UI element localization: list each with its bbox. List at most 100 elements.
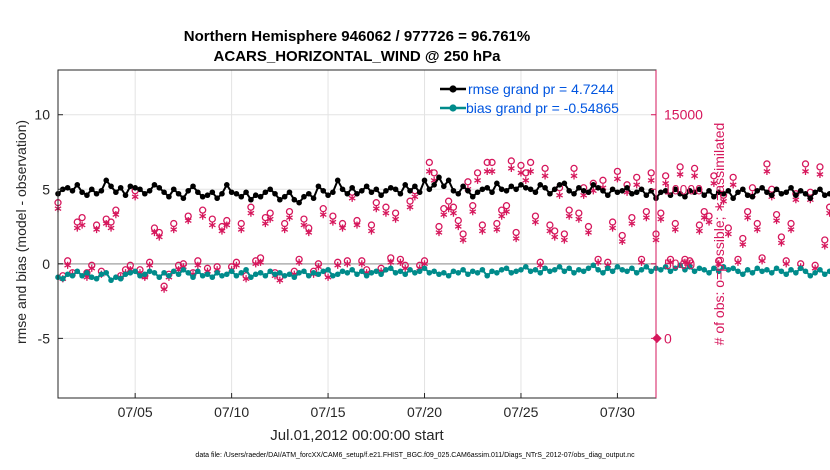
- bias-point: [711, 265, 717, 272]
- rmse-point: [407, 187, 413, 194]
- bias-point: [720, 264, 727, 270]
- rmse-point: [349, 184, 355, 191]
- obs-assimilated-point: [507, 164, 515, 172]
- bias-point: [759, 268, 765, 275]
- y-axis-label-right: # of obs: o=possible; ∗=assimilated: [711, 123, 727, 346]
- obs-possible-point: [425, 158, 433, 167]
- legend-item-bias: bias grand pr = -0.54865: [440, 100, 619, 116]
- bias-point: [219, 272, 225, 279]
- chart-title-line-2: ACARS_HORIZONTAL_WIND @ 250 hPa: [214, 48, 502, 65]
- obs-assimilated-point: [503, 208, 510, 216]
- obs-assimilated-point: [585, 228, 592, 237]
- y-tick-label-right: 0: [664, 330, 672, 346]
- obs-assimilated-point: [782, 260, 790, 268]
- data-file-footer: data file: /Users/raeder/DAI/ATM_forcXX/…: [195, 452, 635, 459]
- obs-assimilated-point: [575, 215, 583, 223]
- rmse-point: [161, 189, 167, 196]
- rmse-point: [778, 190, 785, 197]
- bias-point: [262, 272, 269, 279]
- obs-possible-point: [469, 202, 477, 210]
- rmse-point: [267, 186, 273, 193]
- bias-point: [764, 266, 770, 273]
- rmse-point: [802, 190, 809, 197]
- rmse-point: [547, 190, 553, 197]
- obs-assimilated-point: [512, 234, 520, 243]
- bias-point: [508, 269, 515, 276]
- bias-point: [436, 271, 442, 278]
- obs-assimilated-point: [295, 258, 303, 266]
- obs-assimilated-point: [522, 176, 530, 184]
- rmse-point: [281, 193, 288, 200]
- bias-point: [749, 269, 756, 276]
- bias-point: [498, 266, 505, 273]
- rmse-point: [469, 193, 476, 200]
- rmse-point: [609, 186, 616, 193]
- rmse-point: [556, 182, 563, 188]
- bias-point: [522, 264, 529, 270]
- rmse-point: [252, 192, 259, 199]
- rmse-point: [494, 180, 500, 187]
- bias-point: [170, 268, 177, 275]
- rmse-point: [580, 187, 587, 194]
- obs-assimilated-point: [657, 215, 665, 223]
- bias-point: [619, 266, 626, 273]
- rmse-point: [199, 193, 206, 200]
- bias-point: [484, 272, 491, 279]
- bias-point: [291, 274, 298, 281]
- bias-point: [233, 272, 240, 279]
- bias-point: [735, 268, 741, 275]
- bias-point: [474, 269, 481, 276]
- bias-point: [566, 265, 572, 272]
- obs-assimilated-point: [676, 170, 684, 178]
- obs-possible-point: [170, 219, 178, 228]
- rmse-point: [600, 187, 606, 194]
- rmse-point: [257, 193, 264, 200]
- rmse-point: [214, 195, 220, 202]
- obs-assimilated-point: [261, 219, 269, 228]
- obs-assimilated-point: [541, 172, 549, 180]
- legend-rmse-label: rmse grand pr = 4.7244: [468, 81, 614, 97]
- obs-assimilated-point: [382, 209, 390, 217]
- bias-point: [609, 268, 616, 275]
- rmse-point: [84, 192, 90, 199]
- obs-assimilated-point: [633, 181, 641, 189]
- obs-assimilated-point: [445, 205, 453, 213]
- obs-possible-point: [743, 207, 752, 216]
- rmse-point: [64, 184, 71, 191]
- rmse-point: [354, 190, 360, 197]
- obs-assimilated-point: [411, 193, 419, 201]
- bias-point: [571, 269, 577, 276]
- rmse-point: [392, 186, 399, 193]
- obs-possible-point: [565, 206, 573, 214]
- rmse-point: [807, 195, 814, 202]
- bias-point: [682, 266, 688, 273]
- obs-possible-point: [78, 213, 86, 222]
- obs-assimilated-point: [199, 212, 207, 220]
- bias-point: [122, 271, 129, 278]
- rmse-point: [209, 189, 216, 196]
- obs-possible-point: [739, 234, 747, 243]
- bias-point: [310, 269, 317, 276]
- rmse-point: [638, 186, 645, 193]
- bias-point: [768, 269, 775, 276]
- grid: [58, 70, 656, 398]
- bias-point: [117, 275, 124, 282]
- bias-point: [267, 268, 273, 275]
- obs-possible-point: [459, 230, 467, 238]
- obs-possible-point: [526, 158, 535, 167]
- bias-point: [166, 272, 172, 279]
- rmse-point: [619, 187, 626, 194]
- obs-assimilated-point: [425, 167, 433, 175]
- bias-point: [826, 268, 830, 275]
- rmse-point: [262, 189, 269, 196]
- bias-point: [715, 268, 722, 275]
- bias-point: [334, 271, 341, 278]
- bias-point: [460, 266, 466, 273]
- bias-point: [349, 266, 355, 273]
- obs-possible-point: [753, 219, 761, 228]
- bias-point: [576, 266, 582, 273]
- obs-possible-point: [642, 207, 651, 216]
- rmse-point: [715, 189, 722, 196]
- rmse-point: [166, 193, 172, 200]
